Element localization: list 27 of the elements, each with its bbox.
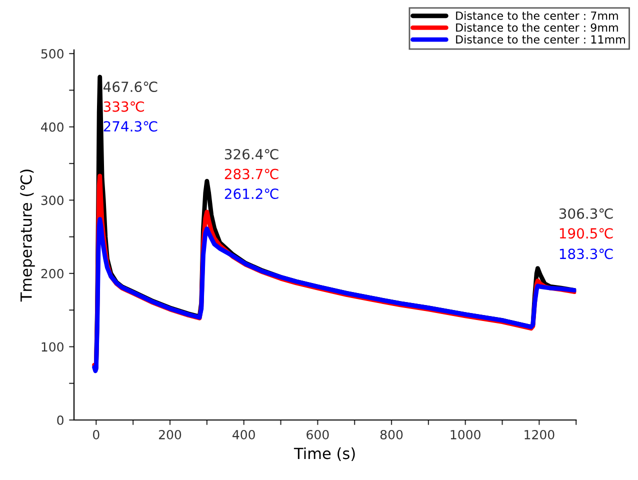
x-axis-title: Time (s) [294, 447, 355, 461]
annotation: 283.7℃ [224, 168, 278, 180]
legend-label: Distance to the center : 9mm [456, 23, 618, 32]
y-axis-title: Tmeperature (℃) [20, 170, 35, 302]
annotation: 306.3℃ [559, 208, 613, 219]
annotation: 190.5℃ [560, 228, 613, 239]
x-tick-label: 1200 [524, 430, 554, 440]
annotation: 274.3℃ [104, 121, 158, 132]
annotation: 333℃ [104, 101, 144, 112]
y-tick-label: 100 [42, 342, 64, 352]
annotation: 183.3℃ [560, 248, 613, 260]
legend-label: Distance to the center : 11mm [456, 35, 625, 44]
x-tick-label: 600 [306, 430, 329, 440]
y-tick-label: 300 [41, 196, 64, 206]
y-tick-label: 0 [57, 415, 64, 425]
x-tick-label: 1000 [450, 430, 480, 440]
x-tick-label: 800 [380, 430, 403, 440]
annotation: 467.6℃ [103, 82, 158, 92]
y-tick-label: 500 [41, 49, 64, 59]
y-tick-label: 400 [41, 122, 64, 132]
x-tick-label: 200 [158, 430, 182, 440]
legend-label: Distance to the center : 7mm [456, 11, 618, 20]
x-tick-label: 400 [232, 430, 255, 440]
y-tick-label: 200 [41, 268, 64, 278]
x-tick-label: 0 [93, 430, 100, 440]
annotation: 261.2℃ [224, 188, 278, 200]
annotation: 326.4℃ [224, 148, 278, 160]
